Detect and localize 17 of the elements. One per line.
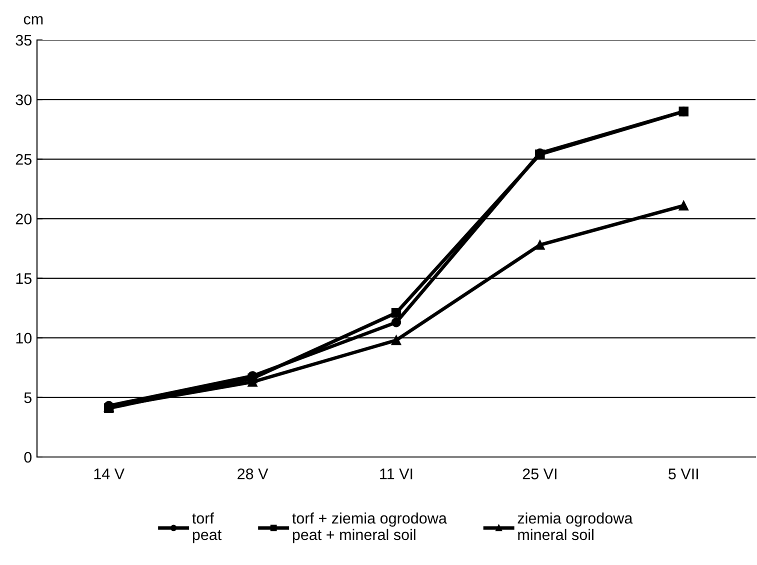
- x-tick-label: 5 VII: [668, 468, 698, 480]
- legend-label: torf + ziemia ogrodowa peat + mineral soil: [292, 512, 447, 544]
- y-tick-label: 15: [16, 273, 32, 284]
- legend-label: torf peat: [192, 512, 222, 544]
- y-axis-title: cm: [24, 16, 43, 24]
- x-tick-label: 25 VI: [522, 468, 556, 480]
- y-tick-label: 0: [24, 452, 32, 463]
- y-tick-label: 35: [16, 34, 32, 46]
- y-tick-label: 5: [24, 392, 32, 404]
- y-tick-label: 10: [16, 332, 32, 344]
- y-tick-label: 25: [16, 154, 32, 165]
- legend-label: ziemia ogrodowa mineral soil: [518, 512, 633, 540]
- x-tick-label: 11 VI: [380, 468, 412, 480]
- x-tick-label: 28 V: [238, 468, 268, 480]
- x-tick-label: 14 V: [94, 468, 124, 480]
- y-tick-label: 20: [16, 214, 32, 224]
- y-tick-label: 30: [16, 94, 32, 106]
